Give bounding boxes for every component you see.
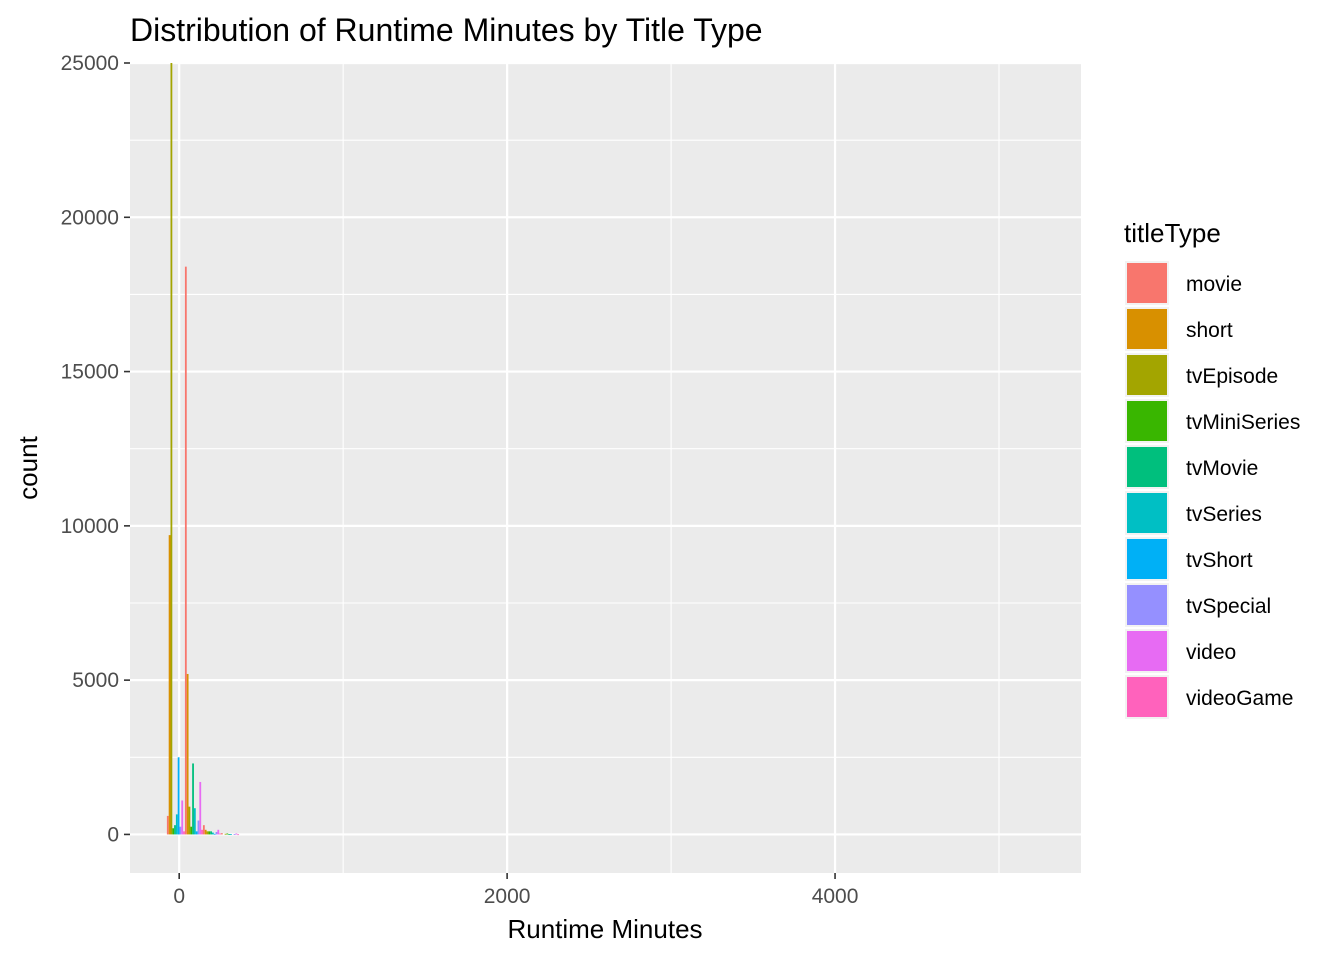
bar-videoGame [237, 834, 240, 836]
bar-tvEpisode [206, 831, 209, 835]
bar-movie [221, 833, 223, 835]
bar-short [168, 535, 171, 835]
plot-panel [130, 63, 1081, 873]
y-axis-title: count [13, 435, 43, 499]
bar-movie [184, 266, 187, 835]
x-axis-title: Runtime Minutes [507, 914, 702, 944]
bar-videoGame [219, 833, 222, 835]
bar-tvEpisode [224, 833, 227, 835]
bar-video [217, 829, 220, 835]
legend-swatch-tvMiniSeries [1127, 401, 1167, 441]
y-axis: 0 5000 10000 15000 20000 25000 [61, 52, 130, 846]
legend-swatch-tvSeries [1127, 493, 1167, 533]
major-gridlines [130, 61, 1081, 873]
legend-label-videoGame: videoGame [1186, 687, 1293, 710]
x-tick-label: 2000 [484, 885, 531, 908]
bar-short [204, 829, 207, 835]
y-tick-label: 0 [107, 823, 119, 846]
x-tick-label: 0 [173, 885, 185, 908]
bar-tvEpisode [188, 806, 191, 835]
legend-swatch-short [1127, 309, 1167, 349]
legend-swatch-movie [1127, 263, 1167, 303]
bar-tvShort [213, 833, 216, 835]
legend-label-video: video [1186, 641, 1236, 664]
legend-swatch-videoGame [1127, 677, 1167, 717]
y-tick-label: 25000 [61, 52, 119, 75]
bar-tvShort [195, 831, 198, 835]
bar-tvSeries [193, 808, 196, 835]
legend-swatch-tvMovie [1127, 447, 1167, 487]
bar-movie [166, 815, 169, 835]
y-tick-label: 5000 [72, 669, 119, 692]
bar-videoGame [183, 831, 185, 835]
bar-tvSeries [230, 834, 232, 835]
legend-swatch-tvShort [1127, 539, 1167, 579]
bar-tvSeries [175, 814, 178, 835]
bar-videoGame [201, 829, 203, 835]
bar-tvSpecial [233, 834, 236, 835]
legend-items: movie short tvEpisode tvMiniSeries tvMovie tv… [1125, 261, 1300, 719]
legend-label-short: short [1186, 319, 1233, 342]
bar-video [199, 781, 202, 835]
bar-tvMovie [210, 831, 212, 835]
bar-tvShort [177, 757, 180, 835]
chart-title: Distribution of Runtime Minutes by Title… [130, 12, 763, 48]
legend-swatch-video [1127, 631, 1167, 671]
bar-tvSeries [211, 832, 214, 835]
legend-swatch-tvSpecial [1127, 585, 1167, 625]
legend-label-movie: movie [1186, 273, 1242, 296]
y-tick-label: 15000 [61, 361, 119, 384]
legend-title: titleType [1124, 218, 1221, 248]
bar-tvMiniSeries [190, 826, 193, 835]
bar-short [186, 673, 189, 835]
bar-video [181, 800, 184, 835]
bar-movie [202, 825, 205, 835]
bar-tvSpecial [215, 831, 218, 835]
histogram-bars [166, 63, 240, 836]
bar-tvMiniSeries [226, 833, 229, 835]
legend-label-tvSeries: tvSeries [1186, 503, 1262, 526]
bar-tvMiniSeries [208, 831, 211, 835]
legend-label-tvEpisode: tvEpisode [1186, 365, 1278, 388]
legend-label-tvMovie: tvMovie [1186, 457, 1258, 480]
legend: titleType movie short tvEpisode tvMiniSerie… [1124, 218, 1300, 719]
bar-tvMovie [228, 834, 231, 835]
bar-tvEpisode [170, 63, 173, 835]
bar-tvMovie [174, 825, 176, 835]
legend-label-tvShort: tvShort [1186, 549, 1253, 572]
minor-gridlines [130, 63, 1081, 873]
bar-tvMiniSeries [172, 828, 175, 835]
bar-tvMovie [192, 763, 194, 835]
bar-tvSpecial [197, 820, 200, 835]
x-axis: 0 2000 4000 [173, 873, 858, 908]
legend-swatch-tvEpisode [1127, 355, 1167, 395]
y-tick-label: 10000 [61, 515, 119, 538]
y-tick-label: 20000 [61, 206, 119, 229]
bar-tvSpecial [179, 826, 182, 835]
x-tick-label: 4000 [812, 885, 859, 908]
bar-video [235, 833, 238, 835]
legend-label-tvSpecial: tvSpecial [1186, 595, 1271, 618]
legend-label-tvMiniSeries: tvMiniSeries [1186, 411, 1300, 434]
